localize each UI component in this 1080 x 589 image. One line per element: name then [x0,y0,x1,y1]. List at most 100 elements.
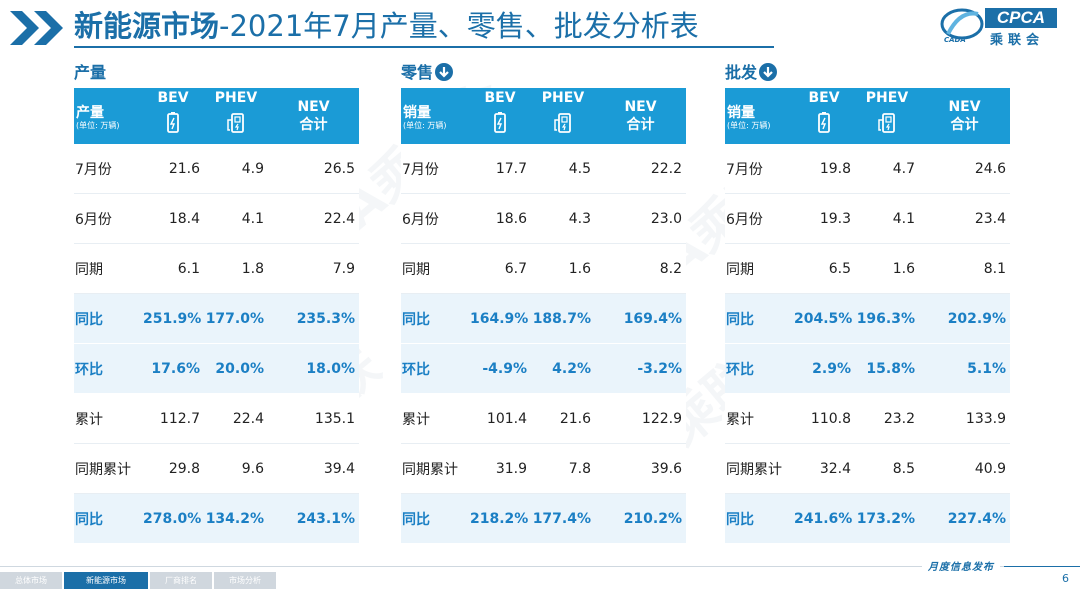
table-row: 同期累计 29.8 9.6 39.4 [74,443,359,494]
footer-tab-2[interactable]: 厂商排名 [150,572,212,589]
fuel-charge-icon [878,113,895,133]
table-header-row: 产量 (单位: 万辆) BEV PHEV NEV 合计 [74,88,359,144]
row-label: 同比 [401,293,469,344]
row-label: 同期累计 [401,443,469,494]
footer-tab-3[interactable]: 市场分析 [214,572,276,589]
logo-chinese-name: 乘联会 [990,33,1045,48]
nev-value: 24.6 [919,144,1010,194]
title-bold: 新能源市场 [74,9,220,43]
table-row: 6月份 19.3 4.1 23.4 [725,193,1010,244]
table-row: 环比 17.6% 20.0% 18.0% [74,343,359,394]
table-row: 累计 112.7 22.4 135.1 [74,393,359,444]
bev-value: 6.7 [469,243,531,294]
row-label: 环比 [401,343,469,394]
header-label-cell: 销量 (单位: 万辆) [401,88,469,144]
phev-value: 4.3 [531,193,595,244]
bev-value: 6.5 [793,243,855,294]
phev-value: 177.4% [531,493,595,544]
header-bev: BEV [469,88,531,144]
panel-title: 批发 [725,62,778,84]
bev-value: 6.1 [142,243,204,294]
header-nev: NEV 合计 [595,88,686,144]
header-phev: PHEV [531,88,595,144]
footer-tab-1[interactable]: 新能源市场 [64,572,148,589]
nev-value: 243.1% [268,493,359,544]
table-row: 6月份 18.6 4.3 23.0 [401,193,686,244]
row-label: 6月份 [401,193,469,244]
table-row: 环比 2.9% 15.8% 5.1% [725,343,1010,394]
row-label: 6月份 [725,193,793,244]
bev-value: -4.9% [469,343,531,394]
phev-value: 134.2% [204,493,268,544]
phev-value: 23.2 [855,393,919,444]
row-label: 累计 [74,393,142,444]
header-nev: NEV 合计 [268,88,359,144]
table-row: 7月份 19.8 4.7 24.6 [725,144,1010,194]
fuel-charge-icon [227,113,244,133]
table-row: 同比 251.9% 177.0% 235.3% [74,293,359,344]
row-label: 同比 [74,493,142,544]
phev-value: 4.1 [204,193,268,244]
table-row: 7月份 21.6 4.9 26.5 [74,144,359,194]
table-row: 6月份 18.4 4.1 22.4 [74,193,359,244]
nev-value: 23.0 [595,193,686,244]
header-bev: BEV [142,88,204,144]
header-label-cell: 销量 (单位: 万辆) [725,88,793,144]
title-underline [74,46,774,48]
phev-value: 1.8 [204,243,268,294]
footer-note: 月度信息发布 [922,558,1000,573]
phev-value: 4.5 [531,144,595,194]
table-header-row: 销量 (单位: 万辆) BEV PHEV NEV 合计 [401,88,686,144]
footer-divider [0,566,1080,567]
bev-value: 218.2% [469,493,531,544]
bev-value: 32.4 [793,443,855,494]
row-label: 7月份 [401,144,469,194]
phev-value: 177.0% [204,293,268,344]
phev-value: 9.6 [204,443,268,494]
table-row: 累计 101.4 21.6 122.9 [401,393,686,444]
bev-value: 112.7 [142,393,204,444]
nev-value: 40.9 [919,443,1010,494]
nev-value: 8.1 [919,243,1010,294]
row-label: 同期 [401,243,469,294]
bev-value: 251.9% [142,293,204,344]
row-label: 累计 [725,393,793,444]
battery-icon [818,112,830,133]
row-label: 同比 [725,493,793,544]
table-row: 同期 6.7 1.6 8.2 [401,243,686,294]
bev-value: 19.3 [793,193,855,244]
phev-value: 4.9 [204,144,268,194]
row-label: 7月份 [74,144,142,194]
nev-value: 8.2 [595,243,686,294]
row-label: 同期累计 [725,443,793,494]
table-row: 同比 218.2% 177.4% 210.2% [401,493,686,544]
fuel-charge-icon [554,113,571,133]
nev-value: 7.9 [268,243,359,294]
nev-value: 22.4 [268,193,359,244]
nev-value: 235.3% [268,293,359,344]
battery-icon [494,112,506,133]
table-row: 同期 6.1 1.8 7.9 [74,243,359,294]
phev-value: 4.2% [531,343,595,394]
bev-value: 21.6 [142,144,204,194]
footer-tab-0[interactable]: 总体市场 [0,572,62,589]
logo-small-text: CADA [944,36,966,44]
page-number: 6 [1062,572,1069,585]
phev-value: 188.7% [531,293,595,344]
nev-value: 39.6 [595,443,686,494]
nev-value: 135.1 [268,393,359,444]
row-label: 同期 [725,243,793,294]
table-row: 环比 -4.9% 4.2% -3.2% [401,343,686,394]
nev-value: -3.2% [595,343,686,394]
phev-value: 7.8 [531,443,595,494]
row-label: 6月份 [74,193,142,244]
panel-title: 零售 [401,62,454,84]
row-label: 同比 [401,493,469,544]
data-table: 销量 (单位: 万辆) BEV PHEV NEV 合计 7月份 17.7 4.5 22.2 6月份 1… [401,88,686,544]
phev-value: 173.2% [855,493,919,544]
nev-value: 5.1% [919,343,1010,394]
bev-value: 110.8 [793,393,855,444]
header-phev: PHEV [855,88,919,144]
row-label: 同比 [725,293,793,344]
bev-value: 278.0% [142,493,204,544]
